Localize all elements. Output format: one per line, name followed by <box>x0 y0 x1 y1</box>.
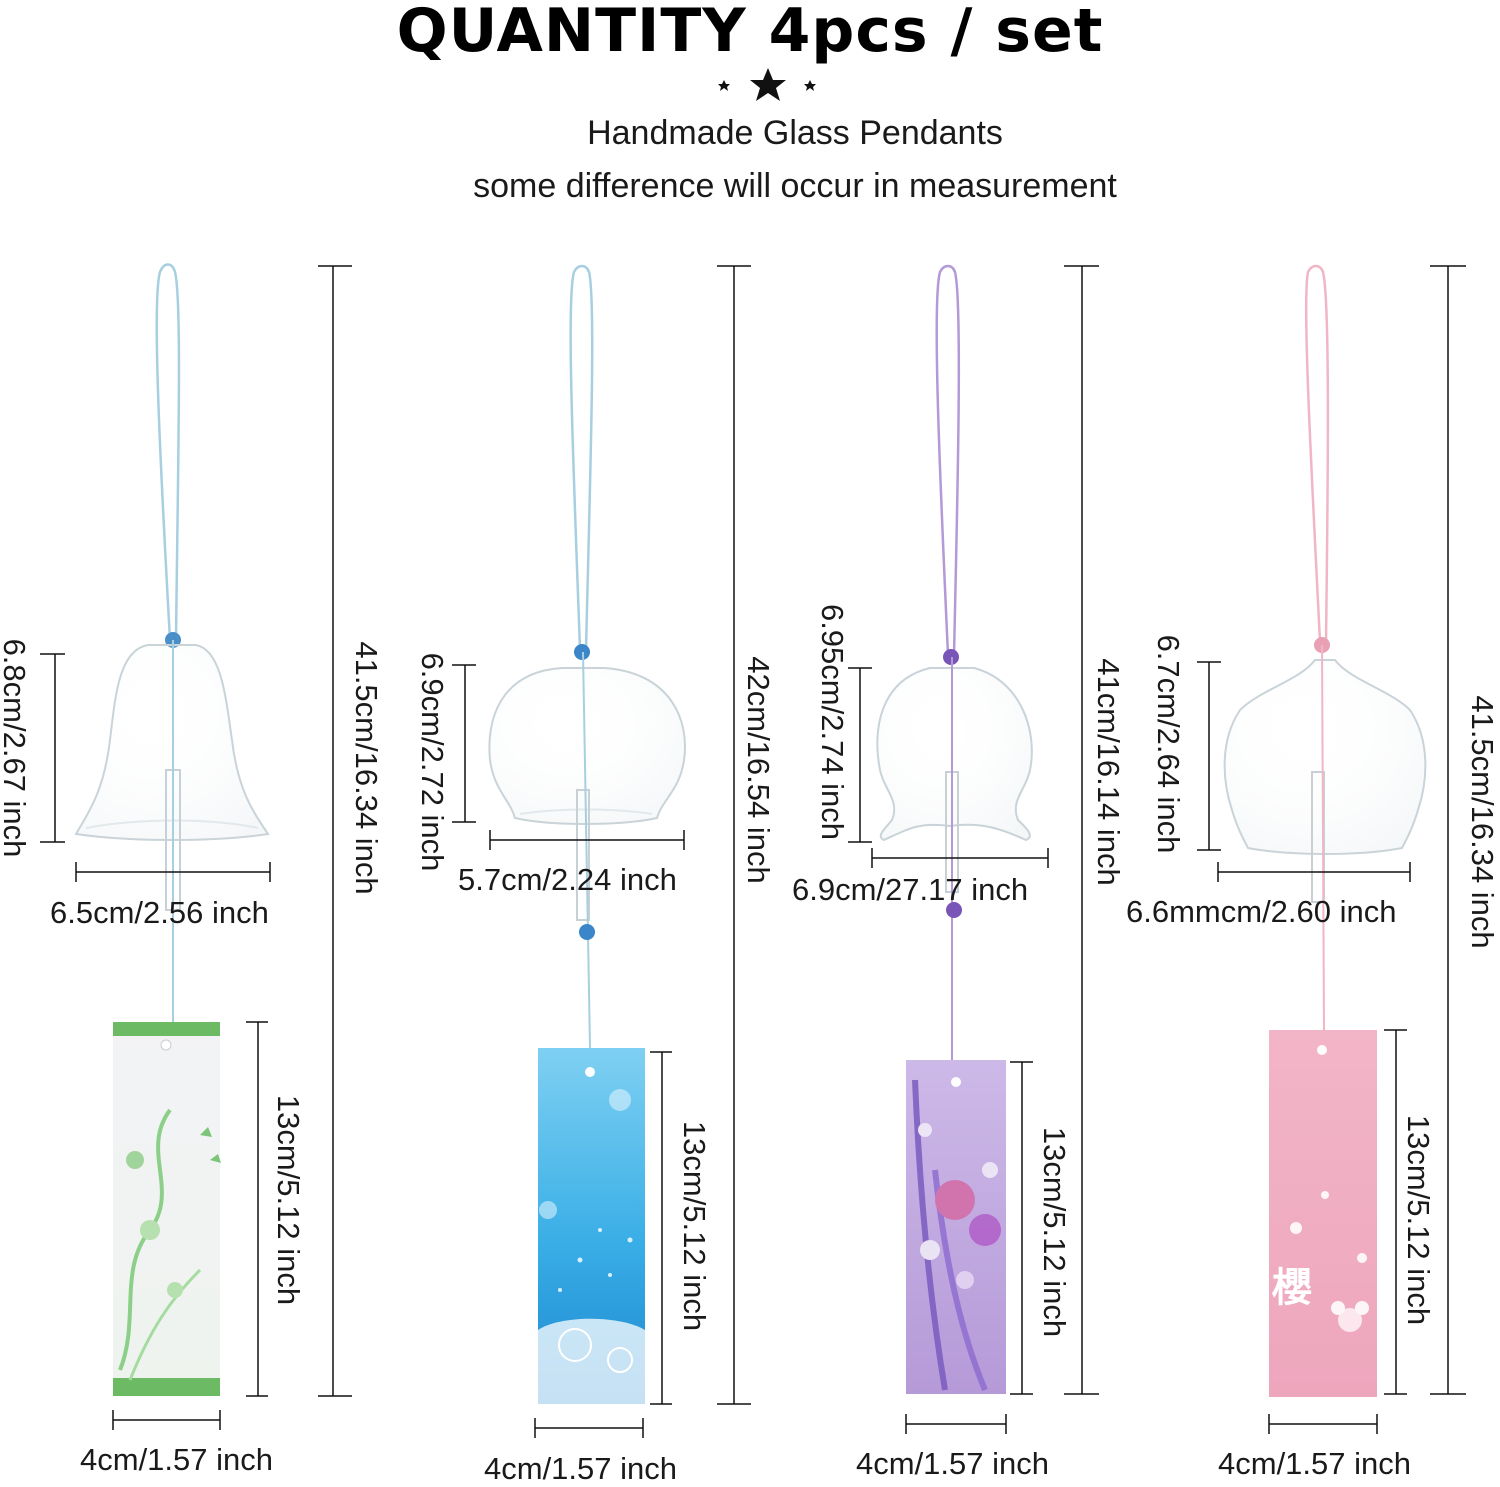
card-height-label: 13cm/5.12 inch <box>271 1094 306 1306</box>
product-1-bell-chime <box>40 263 352 1430</box>
card-kanji-text: 櫻 <box>1272 1265 1312 1311</box>
bell-height-label: 6.8cm/2.67 inch <box>0 638 32 858</box>
total-length-label: 41cm/16.14 inch <box>1091 658 1126 886</box>
product-4-pointed-chime <box>1197 264 1466 1434</box>
subtitle-line-1: Handmade Glass Pendants <box>587 114 1003 152</box>
bell-height-label: 6.7cm/2.64 inch <box>1151 634 1186 854</box>
product-2-round-chime <box>452 264 751 1438</box>
bell-height-label: 6.95cm/2.74 inch <box>815 603 850 841</box>
star-icon <box>750 68 786 101</box>
card-height-label: 13cm/5.12 inch <box>1037 1126 1072 1338</box>
header-divider <box>300 68 1240 101</box>
subtitle-line-2: some difference will occur in measuremen… <box>473 167 1117 205</box>
bell-width-label: 5.7cm/2.24 inch <box>458 862 677 897</box>
bell-width-label: 6.5cm/2.56 inch <box>50 895 269 930</box>
bell-width-label: 6.6mmcm/2.60 inch <box>1126 894 1397 929</box>
card-width-label: 4cm/1.57 inch <box>1218 1446 1411 1481</box>
total-length-label: 41.5cm/16.34 inch <box>1465 695 1500 949</box>
bell-width-label: 6.9cm/27.17 inch <box>792 872 1029 907</box>
card-height-label: 13cm/5.12 inch <box>677 1120 712 1332</box>
total-length-label: 41.5cm/16.34 inch <box>349 641 384 895</box>
card-width-label: 4cm/1.57 inch <box>856 1446 1049 1481</box>
bell-height-label: 6.9cm/2.72 inch <box>415 652 450 872</box>
card-width-label: 4cm/1.57 inch <box>80 1442 273 1477</box>
card-width-label: 4cm/1.57 inch <box>484 1451 677 1486</box>
star-icon <box>718 80 730 91</box>
total-length-label: 42cm/16.54 inch <box>741 656 776 884</box>
product-3-flared-chime <box>848 264 1099 1434</box>
page-title: QUANTITY 4pcs / set <box>396 0 1104 66</box>
card-height-label: 13cm/5.12 inch <box>1401 1114 1436 1326</box>
star-icon <box>804 80 816 91</box>
